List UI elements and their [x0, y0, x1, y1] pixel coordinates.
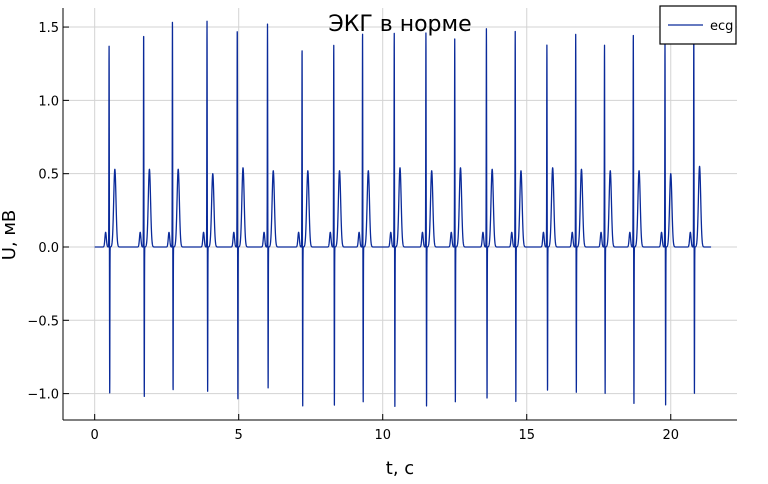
chart-title: ЭКГ в норме: [328, 12, 471, 37]
r-peak-point: [302, 47, 303, 48]
ecg-series-line: [94, 20, 712, 408]
r-peak-point: [207, 21, 208, 22]
y-tick-label: 0.5: [38, 168, 59, 183]
r-peak-point: [454, 38, 455, 39]
axes: [62, 8, 737, 421]
r-peak-point: [633, 32, 634, 33]
y-tick-label: 0.0: [38, 241, 59, 256]
r-peak-point: [604, 44, 605, 45]
y-axis-label: U, мВ: [0, 210, 20, 261]
r-peak-point: [515, 31, 516, 32]
y-tick-label: −1.0: [27, 388, 59, 403]
r-peak-point: [486, 28, 487, 29]
x-tick-label: 10: [374, 428, 391, 443]
x-tick-label: 15: [518, 428, 535, 443]
r-peak-point: [143, 31, 144, 32]
r-peak-point: [267, 24, 268, 25]
y-tick-label: −0.5: [27, 314, 59, 329]
x-tick-label: 5: [235, 428, 243, 443]
y-tick-label: 1.0: [38, 94, 59, 109]
r-peak-point: [109, 46, 110, 47]
r-peak-point: [237, 27, 238, 28]
r-peak-point: [172, 19, 173, 20]
r-peak-point: [575, 34, 576, 35]
r-peak-point: [333, 44, 334, 45]
tick-labels: 0 5 10 15 20 −1.0 −0.5 0.0 0.5 1.0 1.5: [27, 21, 679, 443]
x-tick-label: 0: [91, 428, 99, 443]
r-peak-point: [546, 44, 547, 45]
series-group: [94, 19, 712, 408]
x-tick-label: 20: [662, 428, 679, 443]
x-axis-label: t, с: [386, 458, 414, 479]
legend-label-ecg: ecg: [710, 19, 733, 34]
legend: ecg: [659, 5, 737, 45]
y-tick-label: 1.5: [38, 21, 59, 36]
